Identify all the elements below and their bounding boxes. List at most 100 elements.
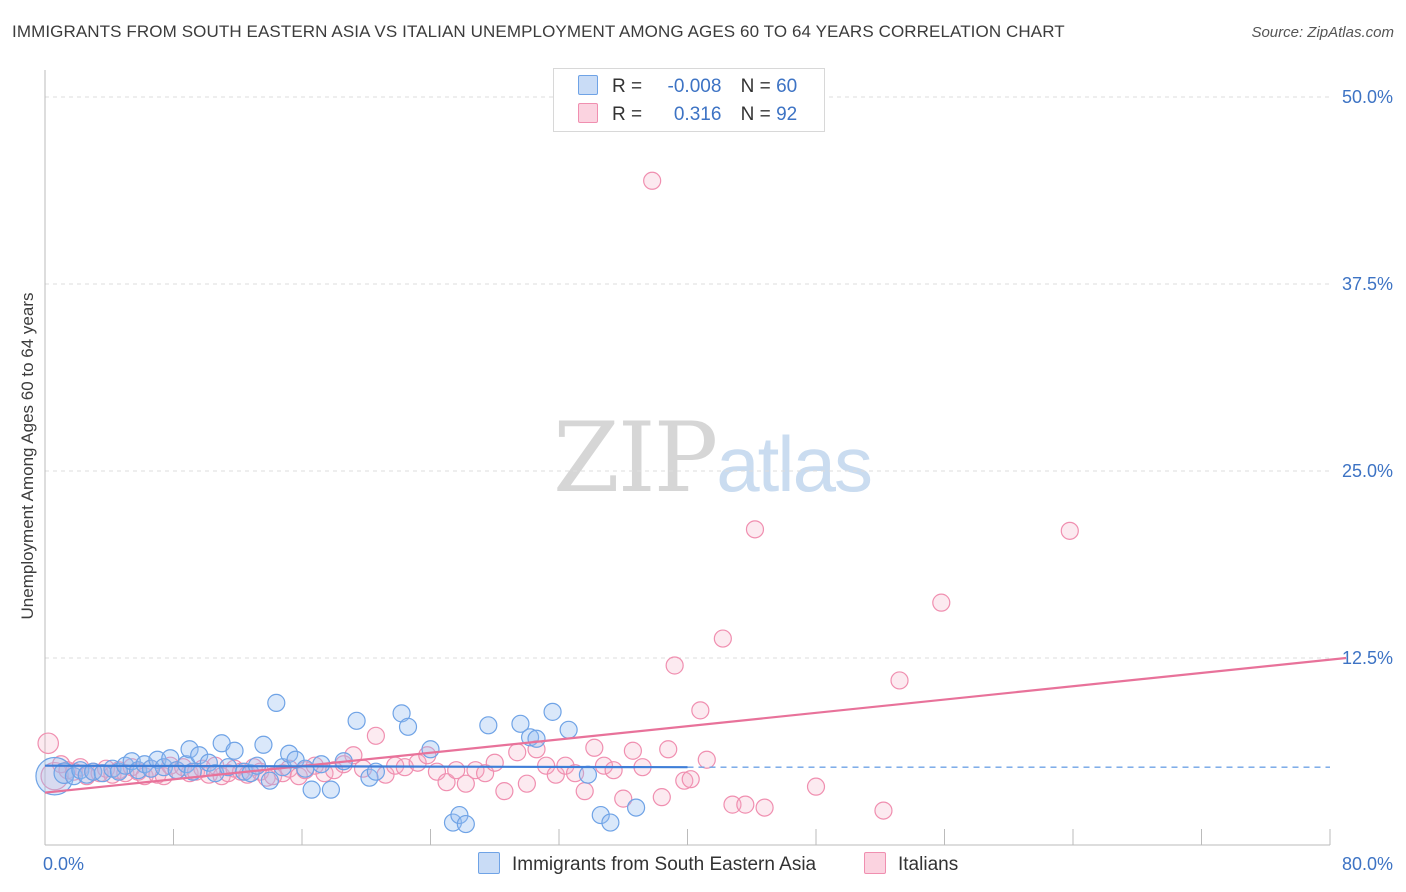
- watermark: ZIPatlas: [553, 402, 873, 514]
- legend-swatch-italians: [578, 103, 598, 123]
- sea-point: [527, 729, 546, 748]
- italian-point: [37, 732, 60, 755]
- sea-point: [225, 741, 244, 760]
- italian-point: [556, 756, 575, 775]
- sea-point: [578, 765, 598, 784]
- x-tick-labels: 0.0% 80.0%: [43, 854, 1393, 874]
- sea-point: [267, 693, 286, 712]
- sea-point: [511, 714, 530, 733]
- watermark-zip: ZIP: [553, 402, 718, 514]
- legend-n-label: N =: [740, 104, 771, 125]
- bottom-legend-swatch-italians: [864, 852, 886, 874]
- sea-point: [479, 716, 498, 735]
- correlation-legend: R = -0.008 N = 60 R = 0.316 N = 92: [553, 68, 825, 132]
- bottom-legend-label-sea: Immigrants from South Eastern Asia: [512, 854, 817, 875]
- italian-point: [366, 726, 385, 745]
- italian-point: [697, 750, 716, 769]
- italian-point: [652, 788, 671, 807]
- sea-point: [626, 798, 646, 817]
- italian-point: [723, 795, 742, 814]
- legend-row-italians: R = 0.316 N = 92: [578, 103, 797, 127]
- sea-point: [254, 735, 273, 754]
- italian-point: [508, 743, 527, 762]
- sea-point: [177, 755, 196, 774]
- sea-point: [302, 780, 321, 799]
- y-tick-label: 12.5%: [1342, 648, 1393, 668]
- bottom-legend-label-italians: Italians: [898, 854, 959, 875]
- source-credit: Source: ZipAtlas.com: [1251, 24, 1394, 41]
- italian-point: [665, 656, 684, 675]
- bottom-legend-swatch-sea: [478, 852, 500, 874]
- italian-point: [456, 774, 475, 793]
- watermark-atlas: atlas: [716, 420, 873, 508]
- legend-r-label: R =: [612, 76, 643, 97]
- italian-point: [755, 798, 774, 817]
- sea-point: [180, 740, 199, 759]
- legend-r-value: 0.316: [673, 104, 722, 125]
- sea-point: [93, 764, 112, 783]
- bottom-legend-italians: Italians: [864, 852, 958, 876]
- italian-point: [437, 773, 456, 792]
- x-tick-label: 80.0%: [1342, 854, 1393, 874]
- sea-point: [543, 702, 562, 721]
- sea-point: [456, 814, 475, 834]
- sea-point: [591, 805, 610, 825]
- sea-point: [559, 720, 578, 739]
- italian-point: [495, 782, 514, 801]
- sea-point: [601, 813, 620, 832]
- legend-n-label: N =: [740, 76, 771, 97]
- italian-point: [681, 770, 700, 789]
- y-tick-label: 25.0%: [1342, 461, 1393, 481]
- bottom-legend-sea: Immigrants from South Eastern Asia: [478, 852, 816, 876]
- italian-point: [575, 782, 594, 801]
- italian-point: [585, 738, 604, 757]
- axes: [44, 70, 1331, 846]
- sea-point: [347, 711, 366, 730]
- sea-point: [296, 759, 315, 778]
- italian-point: [594, 756, 614, 775]
- italian-point: [745, 520, 765, 539]
- sea-point: [398, 717, 418, 736]
- legend-swatch-sea: [578, 75, 598, 95]
- gridlines: [45, 96, 1330, 659]
- sea-point: [53, 762, 76, 784]
- italian-point: [736, 795, 755, 814]
- italian-point: [890, 671, 909, 690]
- y-axis-label: Unemployment Among Ages 60 to 64 years: [18, 293, 37, 620]
- italian-point: [659, 740, 678, 759]
- italians-points: [37, 171, 1079, 820]
- italian-point: [604, 761, 623, 780]
- sea-point: [190, 746, 209, 765]
- italian-point: [623, 741, 642, 760]
- trend-lines: [44, 656, 1347, 794]
- legend-r-label: R =: [612, 104, 643, 125]
- italian-point: [874, 801, 893, 820]
- sea-point: [260, 771, 279, 790]
- italian-point: [1060, 521, 1079, 540]
- italian-point: [806, 777, 826, 796]
- sea-point: [421, 740, 440, 759]
- italian-point: [614, 789, 633, 808]
- sea-point: [321, 780, 341, 799]
- sea-point: [450, 805, 469, 825]
- italian-point: [517, 774, 536, 793]
- y-tick-label: 50.0%: [1342, 87, 1393, 107]
- y-axis-label-group: Unemployment Among Ages 60 to 64 years: [18, 293, 37, 620]
- sea-trend-line: [44, 764, 688, 769]
- legend-n-value: 60: [776, 76, 798, 97]
- italian-point: [675, 771, 694, 790]
- italian-point: [713, 629, 732, 648]
- legend-n-value: 92: [776, 104, 798, 125]
- italian-point: [932, 593, 951, 612]
- x-tick-label: 0.0%: [43, 854, 84, 874]
- italian-point: [643, 171, 662, 190]
- italians-trend-line: [44, 656, 1347, 794]
- legend-row-sea: R = -0.008 N = 60: [578, 75, 797, 99]
- sea-point: [84, 762, 103, 781]
- chart-title: IMMIGRANTS FROM SOUTH EASTERN ASIA VS IT…: [12, 22, 1065, 41]
- italian-point: [485, 753, 504, 772]
- y-tick-label: 37.5%: [1342, 274, 1393, 294]
- y-tick-labels: 12.5% 25.0% 37.5% 50.0%: [1342, 87, 1393, 668]
- italian-point: [691, 701, 710, 720]
